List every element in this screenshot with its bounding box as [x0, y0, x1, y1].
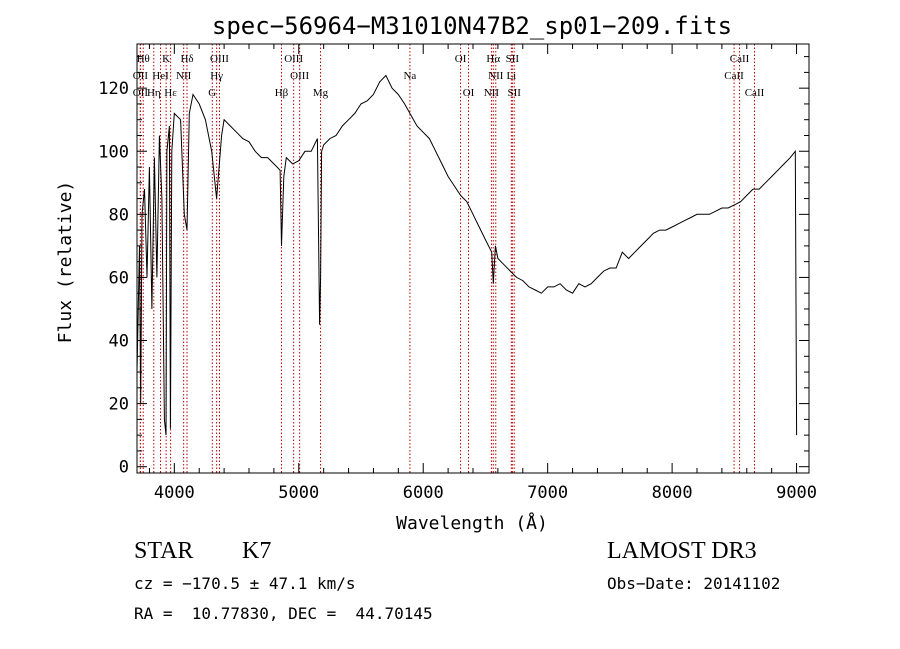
line-marker-label: OIII [210, 53, 229, 65]
x-tick-label: 6000 [403, 483, 444, 503]
line-marker-label: HeI [152, 70, 169, 82]
line-marker-label: NII [484, 87, 500, 99]
coordinates: RA = 10.77830, DEC = 44.70145 [134, 604, 433, 623]
line-marker-label: Hγ [210, 70, 223, 82]
chart-title: spec−56964−M31010N47B2_sp01−209.fits [212, 12, 732, 40]
y-axis-label: Flux (relative) [55, 181, 76, 344]
line-marker-label: OII [133, 70, 149, 82]
spectrum-series [136, 74, 798, 436]
line-marker-label: OI [463, 87, 475, 99]
line-marker-label: Hδ [180, 53, 193, 65]
x-tick-label: 7000 [527, 483, 568, 503]
line-marker-label: Hα [486, 53, 500, 65]
y-tick-label: 60 [109, 268, 129, 288]
spectrum-line [136, 74, 798, 436]
x-tick-label: 4000 [154, 483, 195, 503]
line-marker-label: CaII [724, 70, 744, 82]
line-marker-label: OI [455, 53, 467, 65]
line-marker-label: Li [506, 70, 516, 82]
axes: 4000 5000 6000 7000 8000 9000 0 20 40 60 80 100 120 [98, 43, 817, 503]
object-class: STAR [134, 538, 194, 564]
x-tick-label: 9000 [776, 483, 817, 503]
x-tick-label: 5000 [278, 483, 319, 503]
line-marker-label: NII [488, 70, 504, 82]
y-tick-label: 0 [119, 458, 129, 478]
line-marker-label: Hβ [275, 87, 289, 99]
object-subclass: K7 [242, 538, 272, 564]
line-marker-label: Hη [147, 87, 161, 99]
line-marker-label: CaII [745, 87, 765, 99]
line-marker-label: Mg [313, 87, 329, 99]
plot-frame [136, 43, 810, 474]
y-tick-label: 120 [98, 79, 129, 99]
y-tick-label: 100 [98, 142, 129, 162]
line-marker-label: Hθ [137, 53, 150, 65]
y-tick-label: 40 [109, 332, 129, 352]
redshift-velocity: cz = −170.5 ± 47.1 km/s [134, 574, 356, 593]
line-marker-label: K [162, 53, 170, 65]
line-marker-label: SII [506, 53, 520, 65]
line-marker-label: Na [403, 70, 416, 82]
line-marker-label: CaII [730, 53, 750, 65]
line-marker-label: G [208, 87, 216, 99]
line-marker-label: OIII [290, 70, 309, 82]
line-markers [139, 44, 755, 473]
line-marker-label: SII [507, 87, 521, 99]
x-axis-label: Wavelength (Å) [396, 512, 548, 534]
survey-name: LAMOST DR3 [607, 538, 757, 564]
x-tick-label: 8000 [652, 483, 693, 503]
observation-date: Obs−Date: 20141102 [607, 574, 781, 593]
line-marker-label: NII [176, 70, 192, 82]
y-tick-label: 20 [109, 395, 129, 415]
line-marker-label: OIII [284, 53, 303, 65]
line-marker-label: Hε [164, 87, 177, 99]
y-tick-label: 80 [109, 205, 129, 225]
